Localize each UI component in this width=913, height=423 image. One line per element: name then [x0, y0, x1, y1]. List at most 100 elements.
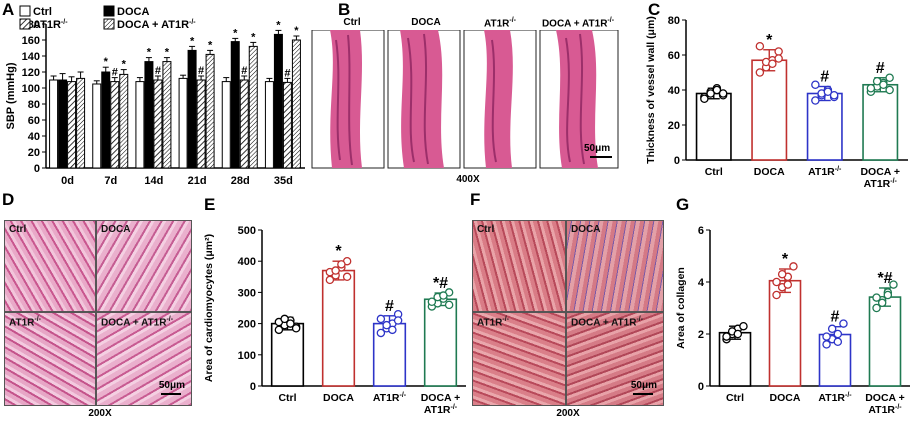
he-tile-doca-at1r: DOCA + AT1R-/- 50μm — [96, 312, 192, 406]
c-data-point — [712, 85, 722, 95]
e-data-point — [331, 266, 340, 275]
a-bar — [178, 77, 188, 169]
vessel-label-ctrl: Ctrl — [343, 17, 361, 28]
e-data-point — [291, 324, 301, 333]
panel-letter-e: E — [204, 195, 216, 214]
he-tile-doca: DOCA — [96, 220, 192, 312]
a-bar — [205, 53, 215, 169]
he-magnification: 200X — [88, 408, 112, 419]
c-data-point — [829, 91, 839, 100]
e-y-tick-label: 500 — [238, 225, 256, 237]
e-data-point — [342, 272, 352, 282]
masson-scale-bar — [633, 393, 653, 395]
a-bar — [196, 79, 206, 169]
g-data-point — [772, 290, 781, 300]
a-y-axis-label: SBP (mmHg) — [5, 62, 17, 129]
c-y-tick-label: 80 — [668, 15, 680, 27]
vessel-thickness-chart: 0 20 40 60 80 Thickness of vessel wall (μm) Ct… — [645, 15, 908, 190]
g-data-point — [877, 298, 887, 308]
a-bar — [221, 81, 231, 169]
a-y-tick-label: 20 — [28, 147, 40, 159]
g-data-point — [883, 290, 893, 300]
g-data-point — [777, 269, 787, 279]
a-bar — [110, 81, 120, 169]
a-bar — [67, 81, 77, 169]
c-data-point — [774, 54, 783, 63]
vessel-image-doca-at1r — [539, 30, 619, 169]
e-y-tick-label: 300 — [238, 287, 256, 299]
vessel-scale-label: 50μm — [584, 143, 611, 154]
a-y-tick-label: 100 — [22, 83, 40, 95]
a-bar — [153, 79, 163, 169]
e-data-point — [393, 316, 403, 325]
masson-myocardium-panel: Ctrl DOCA AT1R-/- DOCA + AT1R-/- 50μm 20… — [468, 220, 668, 423]
g-y-tick-label: 0 — [698, 381, 704, 393]
a-significance-mark: # — [241, 65, 247, 77]
a-x-tick-label: 28d — [231, 175, 250, 187]
a-y-tick-label: 120 — [22, 67, 40, 79]
c-data-point — [755, 68, 765, 77]
a-legend-label: AT1R-/- — [33, 19, 68, 31]
a-x-tick-label: 7d — [104, 175, 117, 187]
a-bar — [248, 45, 258, 169]
a-bar — [119, 73, 129, 169]
panel-letter-a: A — [2, 0, 15, 19]
cardiomyocyte-area-chart: 0 100 200 300 400 500 Area of cardiomyocytes (… — [203, 225, 466, 416]
c-y-tick-label: 40 — [668, 85, 680, 97]
a-significance-mark: * — [147, 47, 152, 59]
a-y-tick-label: 80 — [28, 99, 40, 111]
panel-letter-d: D — [2, 190, 15, 209]
masson-tile-doca-at1r: DOCA + AT1R-/- 50μm — [566, 312, 664, 406]
vessel-label-at1r: AT1R-/- — [484, 17, 516, 30]
e-x-tick-label: AT1R-/- — [373, 392, 407, 404]
he-scale-bar — [161, 393, 181, 395]
e-y-tick-label: 200 — [238, 319, 256, 331]
e-significance-mark: *# — [433, 275, 448, 292]
vessel-image-at1r — [463, 30, 537, 169]
g-data-point — [789, 262, 798, 271]
a-bar — [101, 71, 111, 169]
e-data-point — [376, 328, 386, 338]
a-bar — [264, 81, 274, 169]
g-data-point — [872, 303, 881, 313]
a-legend-swatch — [19, 18, 31, 30]
a-significance-mark: * — [165, 47, 170, 59]
a-legend-swatch — [103, 18, 115, 30]
a-bar — [162, 61, 172, 169]
masson-tile-ctrl: Ctrl — [472, 220, 566, 312]
a-legend-label: DOCA + AT1R-/- — [117, 19, 196, 31]
g-x-tick-label: DOCA — [770, 392, 801, 404]
c-data-point — [866, 84, 876, 93]
a-bar — [58, 79, 68, 169]
a-significance-mark: * — [251, 31, 256, 43]
c-bar — [862, 83, 899, 161]
g-data-point — [833, 337, 843, 347]
e-data-point — [439, 291, 448, 300]
e-data-point — [337, 260, 346, 269]
masson-tile-at1r: AT1R-/- — [472, 312, 566, 406]
vessel-label-doca-at1r: DOCA + AT1R-/- — [541, 17, 615, 30]
c-data-point — [811, 96, 820, 105]
vessel-image-doca — [387, 30, 461, 169]
g-y-tick-label: 4 — [698, 277, 705, 289]
g-y-axis-label: Area of collagen — [675, 267, 687, 349]
vessel-images — [311, 30, 619, 169]
e-significance-mark: * — [335, 243, 342, 260]
a-y-tick-label: 140 — [22, 51, 40, 63]
g-significance-mark: # — [831, 309, 840, 326]
a-legend-label: DOCA — [117, 6, 149, 18]
vessel-image-ctrl — [311, 30, 385, 169]
c-data-point — [774, 47, 783, 56]
he-myocardium-panel: Ctrl DOCA AT1R-/- DOCA + AT1R-/- 50μm 20… — [0, 220, 196, 423]
a-legend-label: Ctrl — [33, 6, 52, 18]
masson-tile-doca: DOCA — [566, 220, 664, 312]
he-tile-at1r: AT1R-/- — [4, 312, 96, 406]
e-bar — [270, 322, 305, 387]
a-x-tick-label: 21d — [188, 175, 207, 187]
a-significance-mark: # — [284, 67, 290, 79]
c-x-tick-label: Ctrl — [705, 166, 723, 178]
g-significance-mark: *# — [877, 270, 892, 287]
e-x-tick-label: DOCA + — [421, 392, 461, 404]
g-data-point — [739, 321, 748, 331]
c-y-tick-label: 60 — [668, 50, 680, 62]
